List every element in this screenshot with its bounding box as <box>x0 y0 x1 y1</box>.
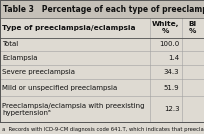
Text: Bl
%: Bl % <box>189 21 197 34</box>
Text: Type of preeclampsia/eclampsia: Type of preeclampsia/eclampsia <box>2 25 135 31</box>
Text: 100.0: 100.0 <box>159 41 180 47</box>
Text: 34.3: 34.3 <box>164 69 180 75</box>
Text: 12.3: 12.3 <box>164 106 180 112</box>
Bar <box>0 65 204 79</box>
Bar <box>0 51 204 65</box>
Bar <box>0 18 204 38</box>
Bar <box>0 79 204 96</box>
Bar <box>0 38 204 51</box>
Text: White,
%: White, % <box>152 21 180 34</box>
Text: a  Records with ICD-9-CM diagnosis code 641.T, which indicates that preeclampsi.: a Records with ICD-9-CM diagnosis code 6… <box>2 127 204 132</box>
Text: Total: Total <box>2 41 18 47</box>
Text: 1.4: 1.4 <box>168 55 180 61</box>
Text: Mild or unspecified preeclampsia: Mild or unspecified preeclampsia <box>2 85 117 91</box>
Text: 51.9: 51.9 <box>164 85 180 91</box>
Bar <box>0 0 204 18</box>
Text: Severe preeclampsia: Severe preeclampsia <box>2 69 75 75</box>
Text: Preeclampsia/eclampsia with preexisting
hypertensionᵃ: Preeclampsia/eclampsia with preexisting … <box>2 103 145 116</box>
Text: Table 3   Percentage of each type of preeclampsia/eclampsi: Table 3 Percentage of each type of preec… <box>3 5 204 14</box>
Bar <box>0 96 204 122</box>
Text: Eclampsia: Eclampsia <box>2 55 38 61</box>
